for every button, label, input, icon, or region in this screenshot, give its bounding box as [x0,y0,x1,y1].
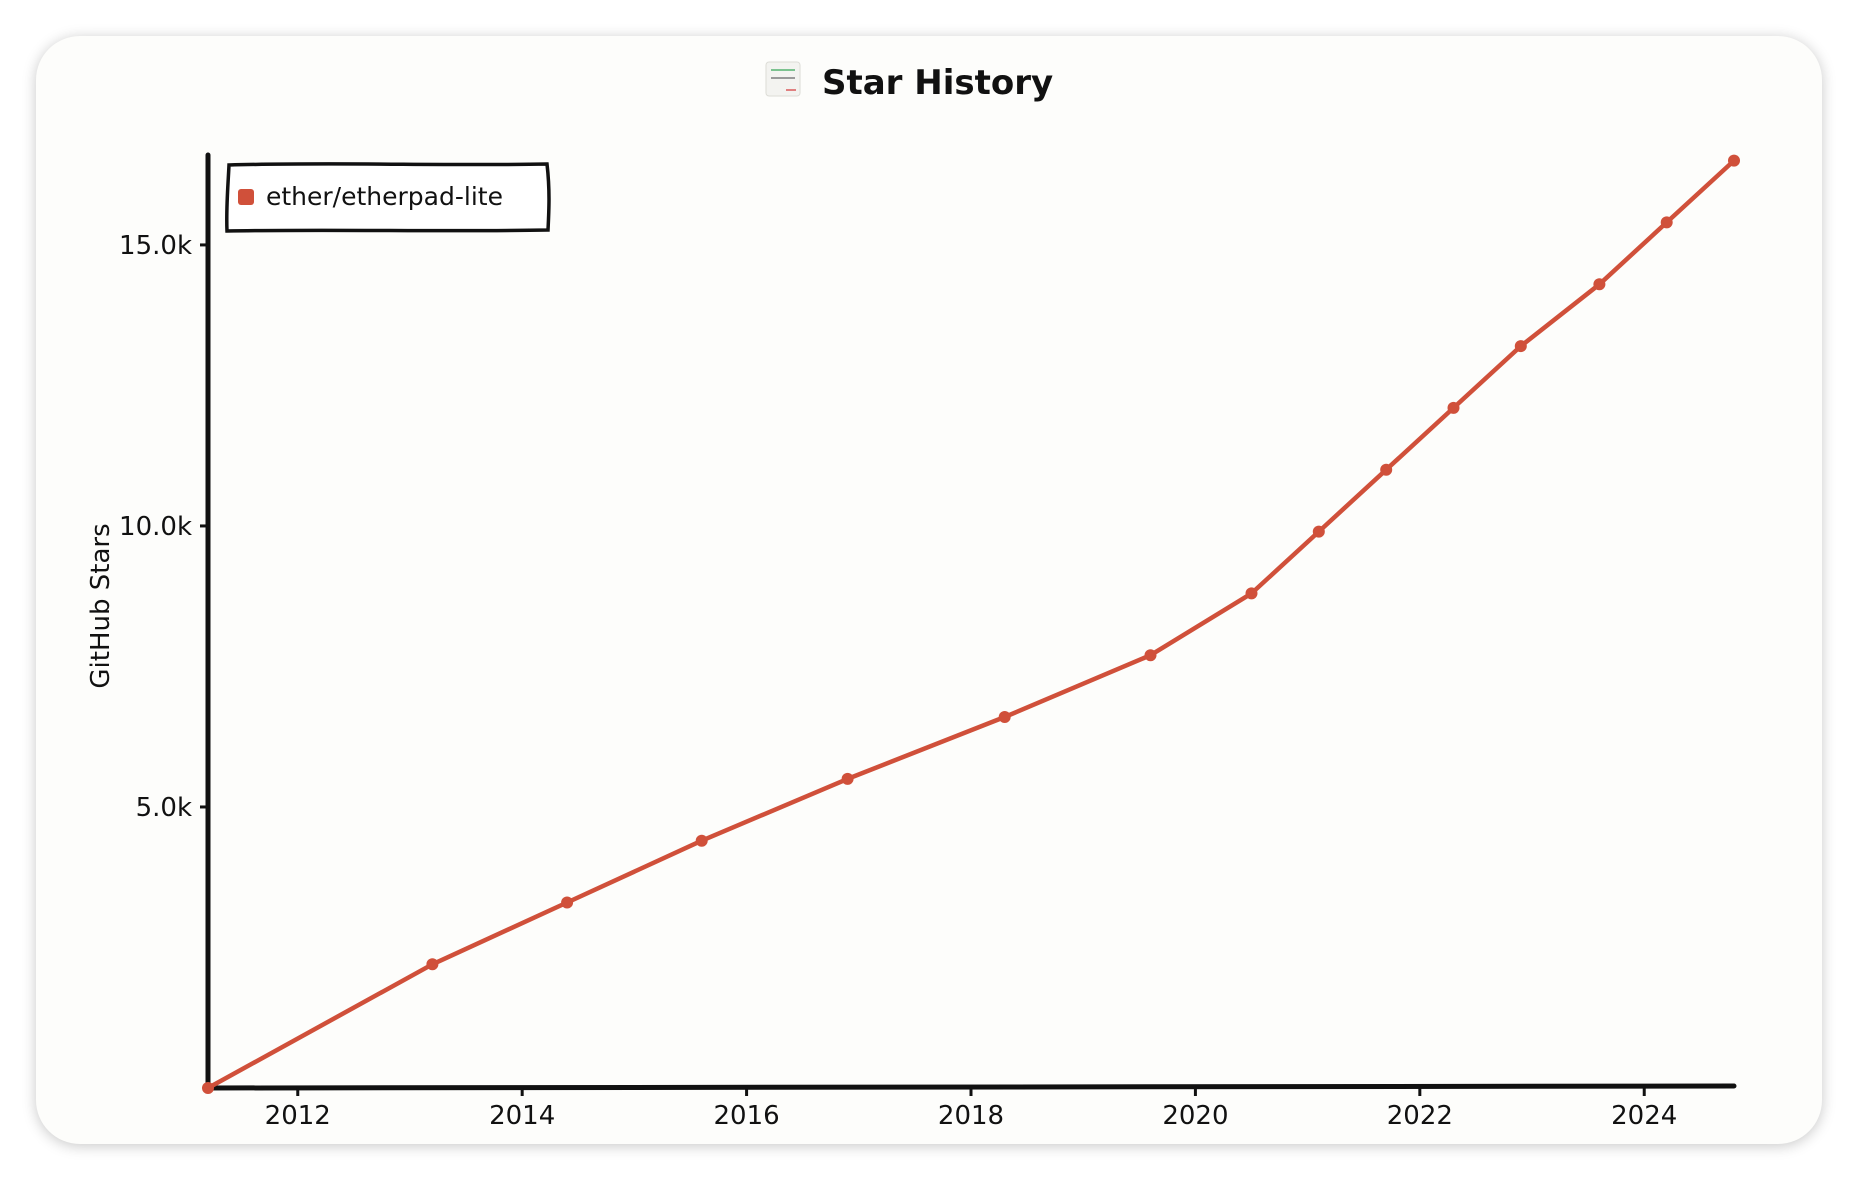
y-axis-ticks: 5.0k 10.0k 15.0k [119,231,208,823]
legend: ether/etherpad-lite [224,162,551,233]
data-point [1380,463,1393,476]
data-point [695,834,708,847]
chart-logo-icon [765,61,801,97]
data-point [1728,154,1740,167]
x-tick-label: 2020 [1162,1101,1228,1131]
data-point [1245,587,1258,600]
y-axis-line [205,152,212,1092]
data-point [561,896,574,909]
x-axis-ticks: 2012 2014 2016 2018 2020 2022 2024 [265,1088,1677,1131]
x-tick-label: 2022 [1387,1101,1453,1131]
legend-box [224,162,551,233]
data-point [1660,216,1673,229]
data-point [998,711,1011,723]
x-tick-label: 2014 [489,1101,555,1131]
data-point [1514,340,1527,353]
y-tick-label: 5.0k [136,793,192,823]
data-point [202,1082,214,1094]
x-tick-label: 2024 [1611,1101,1677,1131]
x-tick-label: 2018 [938,1101,1004,1131]
data-point [1593,278,1606,291]
legend-swatch [238,189,254,205]
data-point [1447,401,1460,414]
x-tick-label: 2016 [714,1101,780,1131]
chart-title: Star History [822,63,1053,103]
y-axis-label: GitHub Stars [86,523,116,688]
data-point [1312,525,1325,538]
y-tick-label: 10.0k [119,512,192,542]
legend-label: ether/etherpad-lite [266,182,503,211]
data-point [426,958,439,971]
data-point [841,772,854,785]
series-line [205,158,1737,1091]
data-point [1144,649,1157,662]
x-tick-label: 2012 [265,1101,331,1131]
series-layer [202,154,1740,1094]
x-axis-line [204,1083,1737,1091]
y-tick-label: 15.0k [119,231,192,261]
